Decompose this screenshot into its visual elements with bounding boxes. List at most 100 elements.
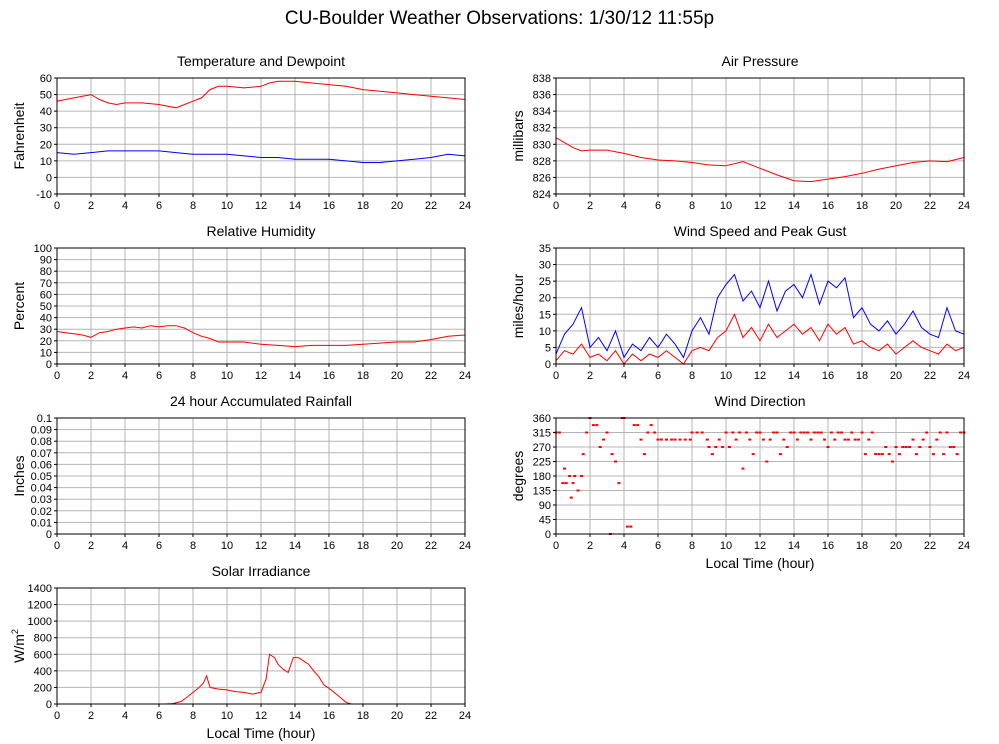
y-tick-label: 80 xyxy=(40,266,52,278)
scatter-point xyxy=(816,431,820,434)
x-tick-label: 14 xyxy=(788,370,800,382)
y-tick-label: 50 xyxy=(40,301,52,313)
x-tick-label: 2 xyxy=(88,200,94,212)
y-tick-label: 824 xyxy=(533,189,551,201)
scatter-point xyxy=(860,431,864,434)
x-tick-label: 8 xyxy=(190,710,196,722)
y-tick-label: 90 xyxy=(539,500,551,512)
scatter-point xyxy=(853,438,857,441)
y-tick-label: 600 xyxy=(34,649,52,661)
scatter-point xyxy=(649,424,653,427)
scatter-point xyxy=(563,467,566,470)
y-tick-label: 20 xyxy=(539,293,551,305)
x-tick-label: 4 xyxy=(621,200,627,212)
scatter-point xyxy=(942,453,946,456)
y-tick-label: 0 xyxy=(46,172,52,184)
x-tick-label: 14 xyxy=(289,540,301,552)
chart-title: Air Pressure xyxy=(721,53,798,69)
scatter-point xyxy=(778,453,782,456)
scatter-point xyxy=(891,460,895,463)
y-axis-label: Percent xyxy=(11,282,27,330)
x-tick-label: 14 xyxy=(289,710,301,722)
x-tick-label: 10 xyxy=(720,370,732,382)
scatter-point xyxy=(761,438,765,441)
scatter-point xyxy=(775,431,779,434)
x-tick-label: 14 xyxy=(788,200,800,212)
scatter-point xyxy=(935,438,939,441)
x-tick-label: 16 xyxy=(323,540,335,552)
x-tick-label: 18 xyxy=(357,370,369,382)
x-tick-label: 16 xyxy=(822,200,834,212)
scatter-point xyxy=(571,482,575,485)
y-tick-label: 0.08 xyxy=(31,436,52,448)
x-tick-label: 22 xyxy=(425,370,437,382)
series-line xyxy=(57,653,465,705)
y-tick-label: 0.07 xyxy=(31,448,52,460)
y-tick-label: 180 xyxy=(533,471,551,483)
x-tick-label: 20 xyxy=(890,540,902,552)
x-tick-label: 2 xyxy=(88,370,94,382)
x-tick-label: 6 xyxy=(655,200,661,212)
x-tick-label: 14 xyxy=(289,370,301,382)
y-axis-label-superscript: 2 xyxy=(10,629,20,634)
y-tick-label: 1200 xyxy=(28,600,52,612)
scatter-point xyxy=(751,453,755,456)
series-line xyxy=(56,80,466,109)
y-tick-label: 30 xyxy=(40,123,52,135)
y-tick-label: 25 xyxy=(539,276,551,288)
scatter-point xyxy=(931,453,935,456)
y-tick-label: 20 xyxy=(40,336,52,348)
y-tick-label: 5 xyxy=(545,342,551,354)
x-tick-label: 20 xyxy=(391,710,403,722)
scatter-point xyxy=(894,446,898,448)
scatter-point xyxy=(911,438,915,441)
x-tick-label: 12 xyxy=(255,710,267,722)
chart-title: 24 hour Accumulated Rainfall xyxy=(170,393,352,409)
scatter-point xyxy=(595,424,599,427)
x-tick-label: 20 xyxy=(391,540,403,552)
scatter-point xyxy=(819,431,823,434)
x-tick-label: 4 xyxy=(122,540,128,552)
scatter-point xyxy=(717,438,721,441)
x-tick-label: 22 xyxy=(425,540,437,552)
x-tick-label: 18 xyxy=(856,200,868,212)
scatter-point xyxy=(576,489,580,492)
x-tick-label: 0 xyxy=(553,200,559,212)
y-tick-label: 0.06 xyxy=(31,459,52,471)
y-tick-label: 838 xyxy=(533,73,551,85)
x-tick-label: 0 xyxy=(553,370,559,382)
y-axis-label: millibars xyxy=(510,110,526,161)
scatter-point xyxy=(809,438,813,441)
y-tick-label: 834 xyxy=(533,106,551,118)
scatter-point xyxy=(795,438,799,441)
x-tick-label: 20 xyxy=(890,200,902,212)
scatter-point xyxy=(727,446,731,448)
x-tick-label: 18 xyxy=(357,540,369,552)
scatter-point xyxy=(802,431,806,434)
y-tick-label: 35 xyxy=(539,243,551,255)
scatter-point xyxy=(659,438,663,441)
scatter-point xyxy=(690,431,694,434)
scatter-point xyxy=(829,431,833,434)
chart-title: Wind Speed and Peak Gust xyxy=(674,223,847,239)
y-axis-label: Fahrenheit xyxy=(11,102,27,169)
y-tick-label: 0 xyxy=(545,529,551,541)
x-tick-label: 2 xyxy=(88,540,94,552)
scatter-point xyxy=(581,453,585,456)
scatter-point xyxy=(758,431,762,434)
x-tick-label: 24 xyxy=(958,200,970,212)
scatter-point xyxy=(945,431,949,434)
x-tick-label: 2 xyxy=(587,200,593,212)
y-tick-label: 90 xyxy=(40,255,52,267)
y-tick-label: 826 xyxy=(533,172,551,184)
scatter-point xyxy=(823,438,827,441)
y-axis-label: miles/hour xyxy=(510,273,526,338)
scatter-point xyxy=(884,446,888,448)
scatter-point xyxy=(792,431,796,434)
scatter-point xyxy=(921,438,925,441)
scatter-point xyxy=(863,453,867,456)
x-tick-label: 8 xyxy=(190,200,196,212)
